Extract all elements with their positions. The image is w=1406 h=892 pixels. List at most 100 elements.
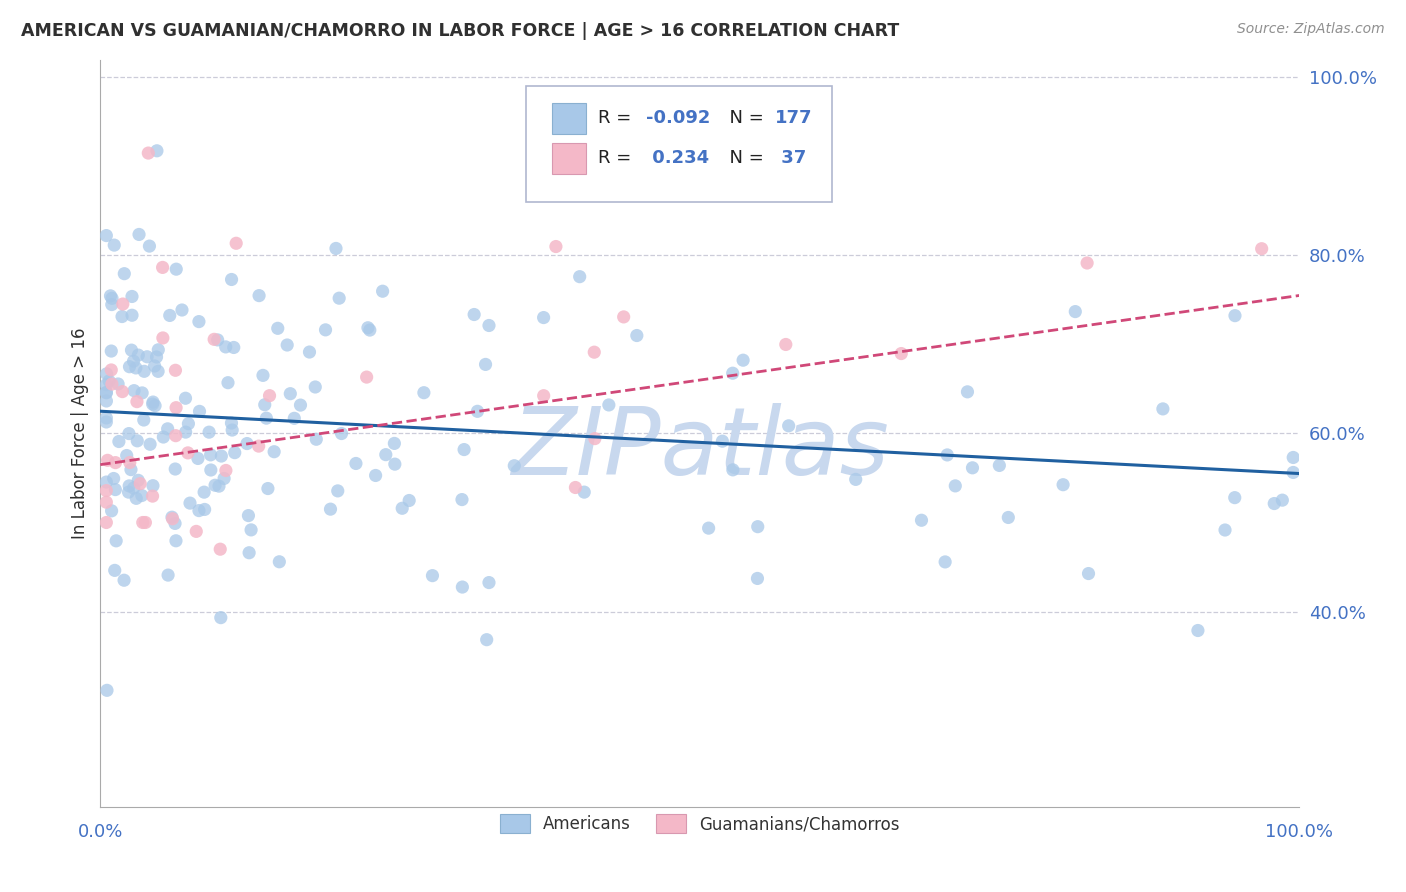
Point [215, 463, 238, 477]
Point [177, 417, 200, 431]
Point [474, 358, 496, 372]
Point [1076, 256, 1098, 270]
Point [108, 434, 131, 449]
Point [198, 425, 221, 439]
Point [613, 310, 636, 324]
Point [103, 238, 125, 252]
Point [142, 489, 165, 503]
Point [111, 297, 134, 311]
Point [146, 144, 169, 158]
Point [236, 436, 259, 450]
Point [374, 448, 396, 462]
Text: AMERICAN VS GUAMANIAN/CHAMORRO IN LABOR FORCE | AGE > 16 CORRELATION CHART: AMERICAN VS GUAMANIAN/CHAMORRO IN LABOR … [21, 22, 900, 40]
Point [1282, 450, 1305, 465]
Point [247, 288, 270, 302]
Point [845, 472, 868, 486]
Point [165, 428, 187, 442]
Point [391, 501, 413, 516]
Point [101, 377, 124, 392]
Point [207, 333, 229, 347]
Point [157, 568, 180, 582]
Point [129, 476, 152, 491]
Point [263, 444, 285, 458]
Point [132, 516, 155, 530]
Point [97, 453, 120, 467]
Point [165, 262, 187, 277]
Point [143, 359, 166, 373]
Point [152, 331, 174, 345]
Point [134, 364, 156, 378]
Point [238, 508, 260, 523]
Point [121, 343, 143, 358]
Point [221, 423, 243, 437]
Point [125, 394, 148, 409]
Point [142, 395, 165, 409]
Point [478, 575, 501, 590]
Point [159, 309, 181, 323]
Point [240, 523, 263, 537]
Point [170, 303, 193, 318]
Point [101, 297, 124, 311]
Point [290, 398, 312, 412]
Text: N =: N = [718, 149, 769, 167]
Point [96, 683, 118, 698]
FancyBboxPatch shape [553, 143, 586, 174]
Point [910, 513, 932, 527]
Point [139, 437, 162, 451]
Point [111, 384, 134, 399]
Point [208, 479, 231, 493]
Point [463, 308, 485, 322]
Point [222, 341, 245, 355]
Point [209, 449, 232, 463]
Point [238, 546, 260, 560]
Point [253, 398, 276, 412]
Point [121, 289, 143, 303]
Point [104, 483, 127, 497]
Point [1271, 493, 1294, 508]
Point [278, 386, 301, 401]
Point [598, 398, 620, 412]
Point [165, 533, 187, 548]
Point [152, 260, 174, 275]
Text: R =: R = [598, 149, 637, 167]
Point [1052, 477, 1074, 491]
Point [956, 384, 979, 399]
Point [103, 471, 125, 485]
Point [125, 360, 148, 375]
Point [118, 456, 141, 470]
Point [118, 359, 141, 374]
FancyBboxPatch shape [553, 103, 586, 135]
Point [267, 321, 290, 335]
Point [107, 376, 129, 391]
Point [254, 411, 277, 425]
Point [1263, 497, 1285, 511]
Point [315, 323, 337, 337]
Point [174, 391, 197, 405]
Point [775, 337, 797, 351]
Point [186, 524, 208, 539]
Point [162, 512, 184, 526]
Point [276, 338, 298, 352]
Point [1250, 242, 1272, 256]
Point [204, 478, 226, 492]
Point [188, 503, 211, 517]
Text: 37: 37 [775, 149, 807, 167]
Point [160, 510, 183, 524]
Point [200, 448, 222, 462]
Point [143, 399, 166, 413]
Point [533, 310, 555, 325]
Point [359, 323, 381, 337]
Text: -0.092: -0.092 [645, 109, 710, 127]
Point [356, 370, 378, 384]
Point [711, 434, 734, 449]
Point [721, 366, 744, 380]
Point [142, 479, 165, 493]
Point [187, 451, 209, 466]
Point [934, 555, 956, 569]
Point [247, 439, 270, 453]
Point [1064, 304, 1087, 318]
Point [96, 377, 118, 392]
Point [165, 516, 187, 531]
Point [202, 332, 225, 346]
Point [319, 502, 342, 516]
